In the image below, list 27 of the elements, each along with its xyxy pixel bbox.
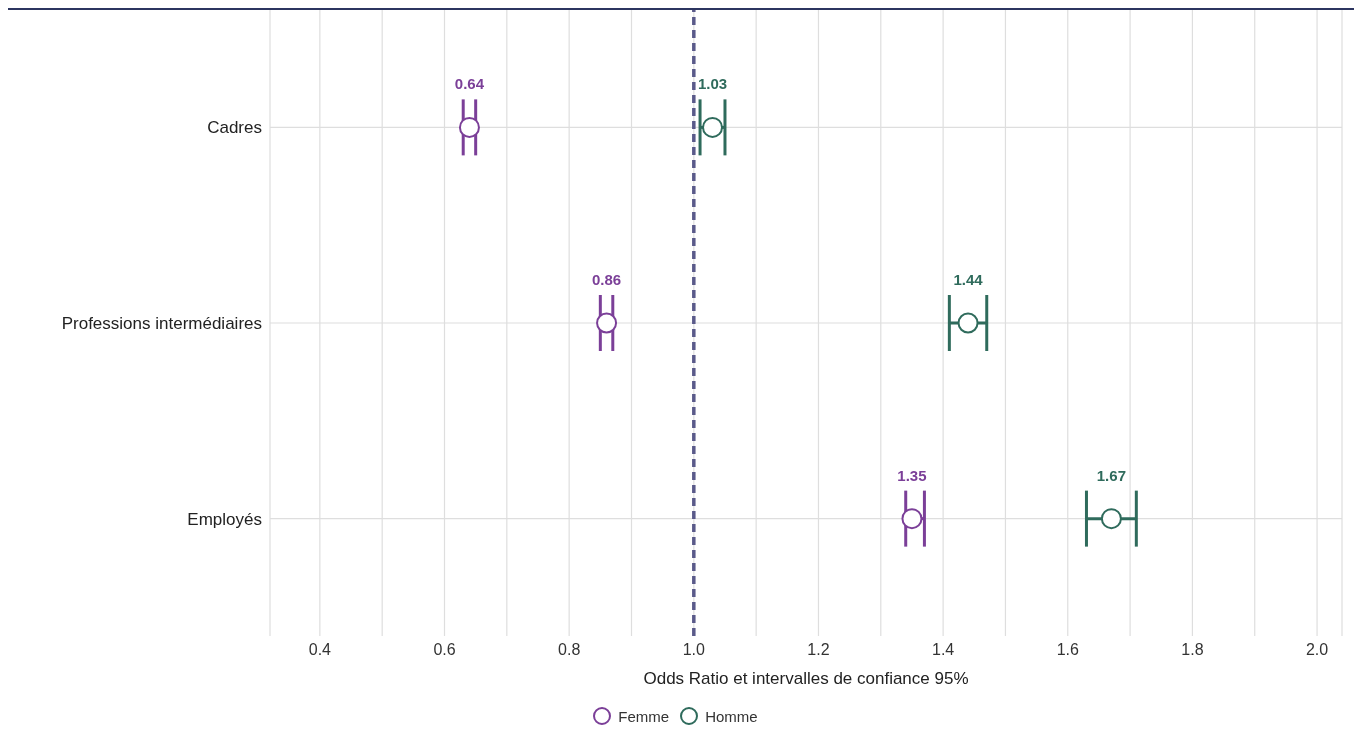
data-label: 0.64 [454, 75, 485, 93]
data-label: 1.67 [1096, 466, 1126, 484]
legend-label: Homme [705, 707, 758, 725]
x-tick-label: 0.6 [433, 641, 456, 659]
x-tick-label: 0.4 [308, 641, 332, 659]
x-tick-label: 1.8 [1181, 641, 1204, 659]
y-tick-label: Cadres [207, 118, 262, 138]
data-label: 1.44 [953, 271, 984, 288]
x-tick-label: 1.0 [682, 641, 706, 659]
data-label: 1.35 [897, 466, 927, 484]
legend-label: Femme [618, 707, 670, 725]
point [1100, 508, 1122, 530]
point [596, 312, 618, 334]
x-tick-label: 1.4 [931, 641, 955, 659]
point [458, 116, 480, 138]
x-axis-title: Odds Ratio et intervalles de confiance 95% [643, 669, 969, 688]
x-tick-label: 2.0 [1305, 641, 1329, 659]
data-label: 0.86 [591, 271, 622, 288]
x-tick-label: 0.8 [558, 641, 581, 659]
point [957, 312, 979, 334]
y-tick-label: Employés [187, 509, 262, 529]
x-tick-label: 1.2 [807, 641, 830, 659]
point [901, 508, 923, 530]
x-tick-label: 1.6 [1056, 641, 1079, 659]
y-tick-label: Professions intermédiaires [61, 314, 262, 334]
point [702, 116, 724, 138]
data-label: 1.03 [697, 75, 728, 93]
